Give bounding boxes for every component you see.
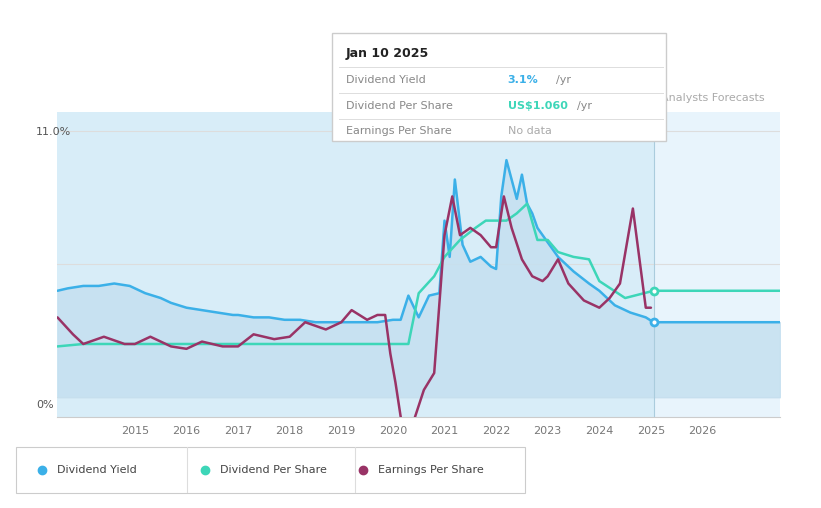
Text: /yr: /yr (576, 101, 592, 111)
Text: /yr: /yr (556, 75, 571, 85)
Text: Earnings Per Share: Earnings Per Share (378, 465, 484, 475)
Text: 11.0%: 11.0% (36, 127, 71, 137)
Text: Jan 10 2025: Jan 10 2025 (346, 47, 429, 60)
Text: Dividend Per Share: Dividend Per Share (220, 465, 327, 475)
Text: No data: No data (507, 126, 552, 136)
Text: 0%: 0% (36, 400, 53, 410)
Text: Analysts Forecasts: Analysts Forecasts (661, 92, 764, 103)
Text: 3.1%: 3.1% (507, 75, 539, 85)
Bar (654, 112, 780, 417)
FancyBboxPatch shape (332, 33, 667, 141)
Text: Dividend Per Share: Dividend Per Share (346, 101, 452, 111)
Bar (57, 112, 654, 417)
Text: Earnings Per Share: Earnings Per Share (346, 126, 452, 136)
Text: Dividend Yield: Dividend Yield (57, 465, 137, 475)
FancyBboxPatch shape (16, 447, 525, 493)
Text: Past: Past (619, 92, 646, 103)
Text: Dividend Yield: Dividend Yield (346, 75, 425, 85)
Text: US$1.060: US$1.060 (507, 101, 567, 111)
